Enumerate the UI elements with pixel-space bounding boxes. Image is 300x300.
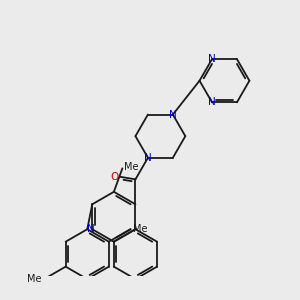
Text: N: N — [144, 153, 152, 163]
Text: N: N — [87, 224, 94, 234]
Text: N: N — [169, 110, 177, 119]
Text: N: N — [208, 97, 216, 107]
Text: Me: Me — [27, 274, 42, 284]
Text: Me: Me — [124, 162, 138, 172]
Text: O: O — [110, 172, 118, 182]
Text: N: N — [208, 54, 216, 64]
Text: Me: Me — [133, 224, 147, 234]
